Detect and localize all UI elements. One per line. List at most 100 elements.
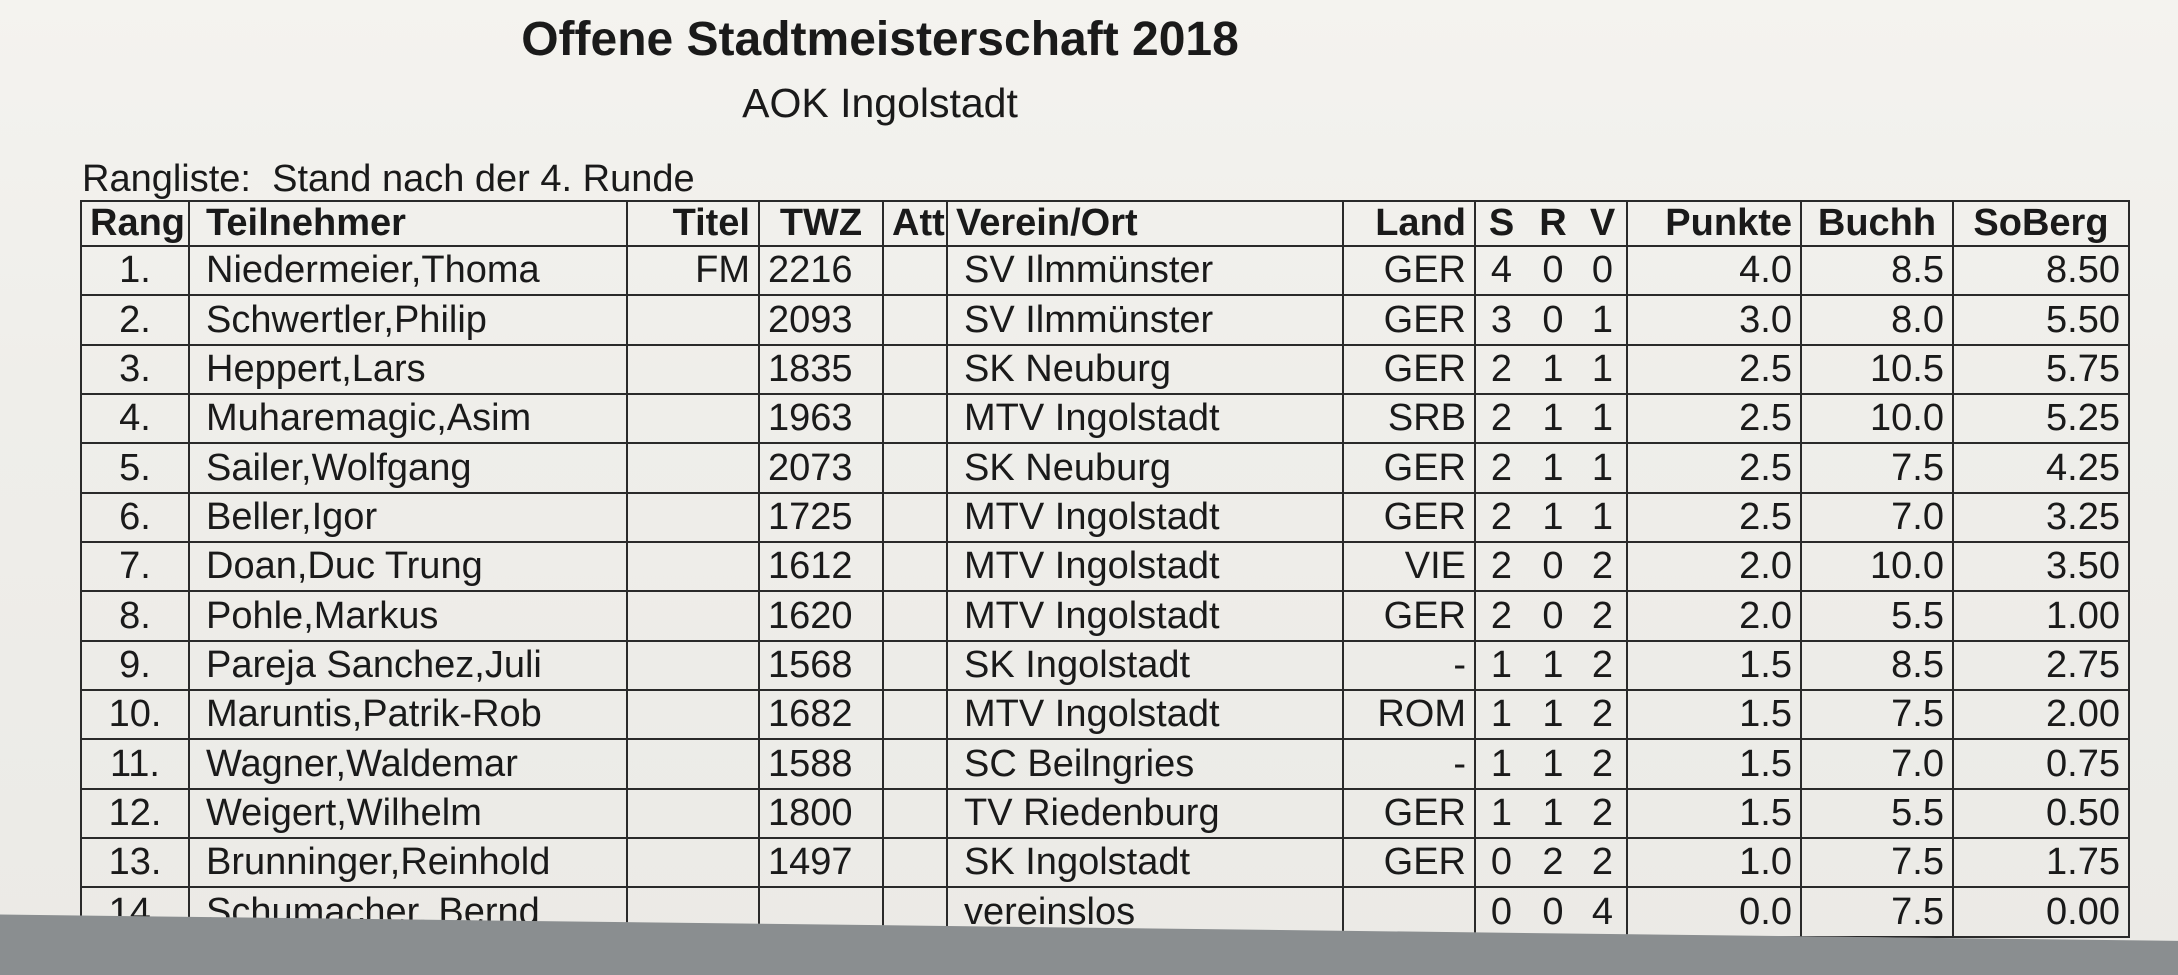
cell-land: -	[1342, 738, 1476, 790]
cell-land: GER	[1342, 244, 1476, 297]
cell-twz	[758, 886, 884, 938]
cell-twz: 1588	[758, 738, 884, 790]
cell-punkte: 2.5	[1626, 393, 1802, 445]
cell-s: 0	[1475, 886, 1527, 938]
cell-att	[882, 837, 948, 889]
col-header-s: S	[1475, 200, 1527, 247]
cell-rang: 11.	[80, 738, 190, 790]
cell-rang: 12.	[80, 787, 190, 840]
cell-punkte: 4.0	[1626, 244, 1802, 297]
cell-titel	[626, 787, 760, 840]
table-row: 9. Pareja Sanchez,Juli 1568 SK Ingolstad…	[80, 639, 2130, 692]
cell-v: 2	[1579, 639, 1628, 692]
cell-verein: SV Ilmmünster	[946, 294, 1344, 346]
cell-teilnehmer: Maruntis,Patrik-Rob	[188, 689, 628, 741]
cell-verein: vereinslos	[946, 886, 1344, 938]
cell-verein: SK Ingolstadt	[946, 639, 1344, 692]
cell-rang: 14.	[80, 886, 190, 938]
list-status-label: Rangliste: Stand nach der 4. Runde	[82, 158, 695, 200]
cell-titel	[626, 886, 760, 938]
cell-s: 1	[1475, 787, 1527, 840]
cell-rang: 1.	[80, 244, 190, 297]
cell-twz: 1682	[758, 689, 884, 741]
cell-soberg: 3.25	[1952, 491, 2130, 544]
cell-teilnehmer: Brunninger,Reinhold	[188, 837, 628, 889]
cell-teilnehmer: Pareja Sanchez,Juli	[188, 639, 628, 692]
cell-r: 0	[1527, 541, 1579, 593]
cell-soberg: 4.25	[1952, 442, 2130, 494]
cell-land: ROM	[1342, 689, 1476, 741]
cell-soberg: 1.00	[1952, 590, 2130, 642]
cell-r: 1	[1527, 738, 1579, 790]
cell-s: 2	[1475, 393, 1527, 445]
cell-land: GER	[1342, 343, 1476, 396]
cell-punkte: 2.5	[1626, 491, 1802, 544]
cell-buchh: 7.5	[1800, 442, 1954, 494]
cell-buchh: 7.5	[1800, 837, 1954, 889]
cell-r: 0	[1527, 590, 1579, 642]
cell-buchh: 7.5	[1800, 689, 1954, 741]
cell-s: 1	[1475, 689, 1527, 741]
cell-twz: 1963	[758, 393, 884, 445]
cell-buchh: 10.5	[1800, 343, 1954, 396]
table-header-row: Rang Teilnehmer Titel TWZ Att Verein/Ort…	[80, 200, 2130, 247]
cell-punkte: 2.5	[1626, 343, 1802, 396]
cell-s: 2	[1475, 442, 1527, 494]
cell-titel: FM	[626, 244, 760, 297]
cell-soberg: 5.50	[1952, 294, 2130, 346]
cell-titel	[626, 738, 760, 790]
cell-s: 0	[1475, 837, 1527, 889]
cell-punkte: 3.0	[1626, 294, 1802, 346]
cell-att	[882, 738, 948, 790]
cell-r: 0	[1527, 886, 1579, 938]
col-header-verein: Verein/Ort	[946, 200, 1344, 247]
cell-twz: 1497	[758, 837, 884, 889]
cell-v: 4	[1579, 886, 1628, 938]
cell-titel	[626, 294, 760, 346]
cell-verein: SK Neuburg	[946, 343, 1344, 396]
cell-titel	[626, 393, 760, 445]
table-row: 10. Maruntis,Patrik-Rob 1682 MTV Ingolst…	[80, 689, 2130, 741]
cell-soberg: 0.00	[1952, 886, 2130, 938]
table-row: 4. Muharemagic,Asim 1963 MTV Ingolstadt …	[80, 393, 2130, 445]
cell-twz: 1725	[758, 491, 884, 544]
cell-rang: 10.	[80, 689, 190, 741]
cell-s: 1	[1475, 639, 1527, 692]
cell-soberg: 1.75	[1952, 837, 2130, 889]
cell-soberg: 3.50	[1952, 541, 2130, 593]
cell-twz: 1612	[758, 541, 884, 593]
cell-twz: 2216	[758, 244, 884, 297]
col-header-twz: TWZ	[758, 200, 884, 247]
cell-titel	[626, 689, 760, 741]
page-title: Offene Stadtmeisterschaft 2018	[521, 13, 1239, 66]
cell-teilnehmer: Wagner,Waldemar	[188, 738, 628, 790]
cell-verein: MTV Ingolstadt	[946, 590, 1344, 642]
cell-buchh: 5.5	[1800, 787, 1954, 840]
cell-rang: 13.	[80, 837, 190, 889]
cell-punkte: 2.0	[1626, 541, 1802, 593]
col-header-teilnehmer: Teilnehmer	[188, 200, 628, 247]
cell-verein: MTV Ingolstadt	[946, 491, 1344, 544]
cell-buchh: 8.5	[1800, 639, 1954, 692]
cell-verein: SK Ingolstadt	[946, 837, 1344, 889]
cell-att	[882, 541, 948, 593]
cell-teilnehmer: Beller,Igor	[188, 491, 628, 544]
cell-land: GER	[1342, 837, 1476, 889]
cell-soberg: 2.00	[1952, 689, 2130, 741]
cell-rang: 2.	[80, 294, 190, 346]
cell-buchh: 7.0	[1800, 738, 1954, 790]
table-row: 1. Niedermeier,Thoma FM 2216 SV Ilmmünst…	[80, 244, 2130, 297]
col-header-punkte: Punkte	[1626, 200, 1802, 247]
cell-land: -	[1342, 639, 1476, 692]
cell-s: 2	[1475, 541, 1527, 593]
cell-s: 2	[1475, 343, 1527, 396]
cell-buchh: 8.5	[1800, 244, 1954, 297]
table-row: 13. Brunninger,Reinhold 1497 SK Ingolsta…	[80, 837, 2130, 889]
cell-soberg: 2.75	[1952, 639, 2130, 692]
cell-att	[882, 294, 948, 346]
cell-rang: 3.	[80, 343, 190, 396]
cell-att	[882, 886, 948, 938]
cell-rang: 5.	[80, 442, 190, 494]
cell-v: 1	[1579, 294, 1628, 346]
cell-verein: SC Beilngries	[946, 738, 1344, 790]
